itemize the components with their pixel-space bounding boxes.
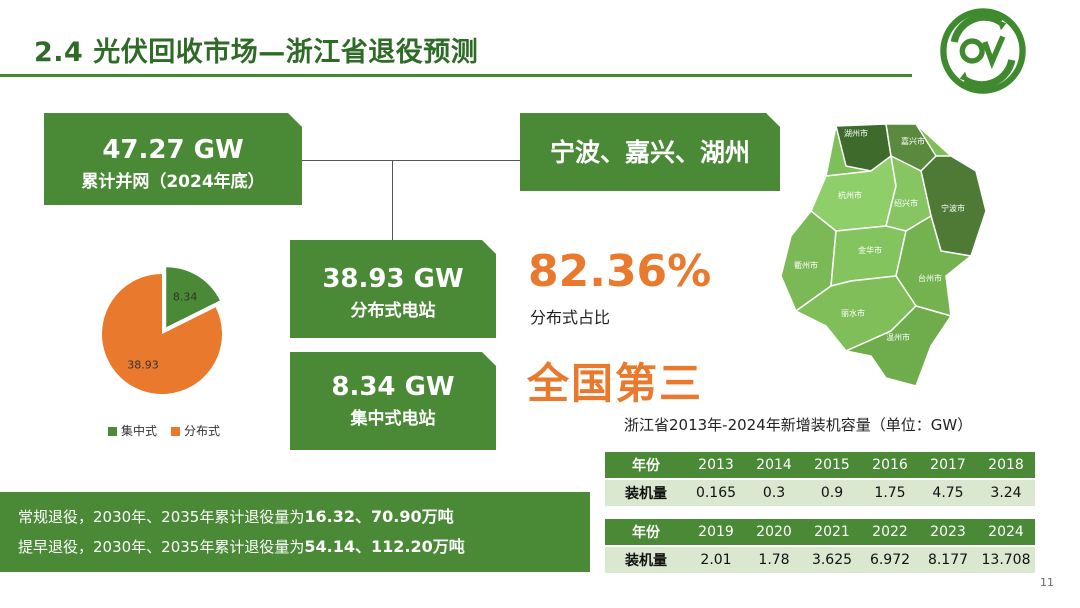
pie-slice-centralized (166, 267, 220, 328)
value-cell: 3.625 (803, 545, 861, 573)
year-cell: 2022 (861, 519, 919, 546)
year-cell: 2013 (687, 452, 745, 479)
total-capacity-value: 47.27 GW (102, 135, 244, 165)
year-cell: 2014 (745, 452, 803, 479)
distributed-share-value: 82.36% (528, 246, 712, 297)
value-cell: 1.78 (745, 545, 803, 573)
year-cell: 2021 (803, 519, 861, 546)
map-label: 湖州市 (844, 128, 868, 138)
year-cell: 2019 (687, 519, 745, 546)
retirement-values-early: 54.14、112.20万吨 (304, 537, 465, 556)
recycle-logo-icon (940, 8, 1026, 94)
value-cell: 6.972 (861, 545, 919, 573)
distributed-label: 分布式电站 (350, 301, 436, 321)
value-cell: 3.24 (977, 478, 1035, 506)
value-cell: 4.75 (919, 478, 977, 506)
pie-slice-label: 38.93 (127, 359, 159, 372)
year-cell: 2023 (919, 519, 977, 546)
value-cell: 0.165 (687, 478, 745, 506)
total-capacity-box: 47.27 GW 累计并网（2024年底） (44, 113, 302, 205)
page-number: 11 (1040, 576, 1054, 589)
legend-item-centralized: 集中式 (108, 422, 157, 439)
map-label: 台州市 (918, 273, 942, 283)
capacity-table-2013-2018: 年份 2013 2014 2015 2016 2017 2018 装机量 0.1… (605, 452, 1035, 506)
retirement-line-early: 提早退役，2030年、2035年累计退役量为54.14、112.20万吨 (18, 537, 465, 556)
map-label: 温州市 (886, 332, 910, 342)
map-label: 杭州市 (838, 190, 862, 200)
value-cell: 0.9 (803, 478, 861, 506)
value-cell: 8.177 (919, 545, 977, 573)
pie-legend: 集中式 分布式 (108, 422, 220, 439)
legend-item-distributed: 分布式 (171, 422, 220, 439)
distributed-value: 38.93 GW (322, 264, 464, 294)
map-label: 金华市 (858, 245, 882, 255)
connector-line (302, 160, 520, 161)
value-cell: 13.708 (977, 545, 1035, 573)
distributed-share-label: 分布式占比 (530, 308, 611, 327)
zhejiang-map: 湖州市 嘉兴市 杭州市 绍兴市 宁波市 衢州市 金华市 台州市 丽水市 温州市 (780, 123, 987, 387)
value-cell: 1.75 (861, 478, 919, 506)
retirement-line-normal: 常规退役，2030年、2035年累计退役量为16.32、70.90万吨 (18, 507, 454, 526)
centralized-label: 集中式电站 (350, 409, 436, 429)
year-header: 年份 (605, 519, 687, 546)
year-cell: 2024 (977, 519, 1035, 546)
centralized-value: 8.34 GW (331, 372, 455, 402)
value-header: 装机量 (605, 545, 687, 573)
total-capacity-label: 累计并网（2024年底） (81, 172, 265, 192)
national-rank: 全国第三 (527, 359, 704, 408)
map-label: 衢州市 (794, 260, 818, 270)
map-label: 宁波市 (941, 203, 965, 213)
distributed-box: 38.93 GW 分布式电站 (290, 240, 496, 338)
cities-label: 宁波、嘉兴、湖州 (549, 138, 750, 167)
value-header: 装机量 (605, 478, 687, 506)
year-cell: 2015 (803, 452, 861, 479)
centralized-box: 8.34 GW 集中式电站 (290, 352, 496, 450)
map-label: 丽水市 (841, 308, 865, 318)
retirement-values-normal: 16.32、70.90万吨 (304, 507, 454, 526)
page-title: 2.4 光伏回收市场—浙江省退役预测 (34, 37, 479, 68)
value-cell: 2.01 (687, 545, 745, 573)
year-cell: 2018 (977, 452, 1035, 479)
capacity-pie-chart: 8.34 38.93 (102, 267, 222, 394)
table-title: 浙江省2013年-2024年新增装机容量（单位：GW） (624, 416, 973, 434)
connector-line (392, 160, 393, 240)
value-cell: 0.3 (745, 478, 803, 506)
table-row: 装机量 0.165 0.3 0.9 1.75 4.75 3.24 (605, 478, 1035, 506)
pie-slice-label: 8.34 (173, 291, 198, 304)
map-label: 绍兴市 (894, 198, 918, 208)
retirement-forecast-box: 常规退役，2030年、2035年累计退役量为16.32、70.90万吨 提早退役… (0, 492, 590, 572)
pie-slice-distributed (102, 274, 222, 394)
year-header: 年份 (605, 452, 687, 479)
map-label: 嘉兴市 (901, 136, 925, 146)
title-divider (0, 74, 912, 77)
table-row: 装机量 2.01 1.78 3.625 6.972 8.177 13.708 (605, 545, 1035, 573)
year-cell: 2016 (861, 452, 919, 479)
capacity-table-2019-2024: 年份 2019 2020 2021 2022 2023 2024 装机量 2.0… (605, 519, 1035, 573)
cities-box: 宁波、嘉兴、湖州 (520, 113, 780, 191)
table-row: 年份 2019 2020 2021 2022 2023 2024 (605, 519, 1035, 546)
table-row: 年份 2013 2014 2015 2016 2017 2018 (605, 452, 1035, 479)
year-cell: 2017 (919, 452, 977, 479)
year-cell: 2020 (745, 519, 803, 546)
